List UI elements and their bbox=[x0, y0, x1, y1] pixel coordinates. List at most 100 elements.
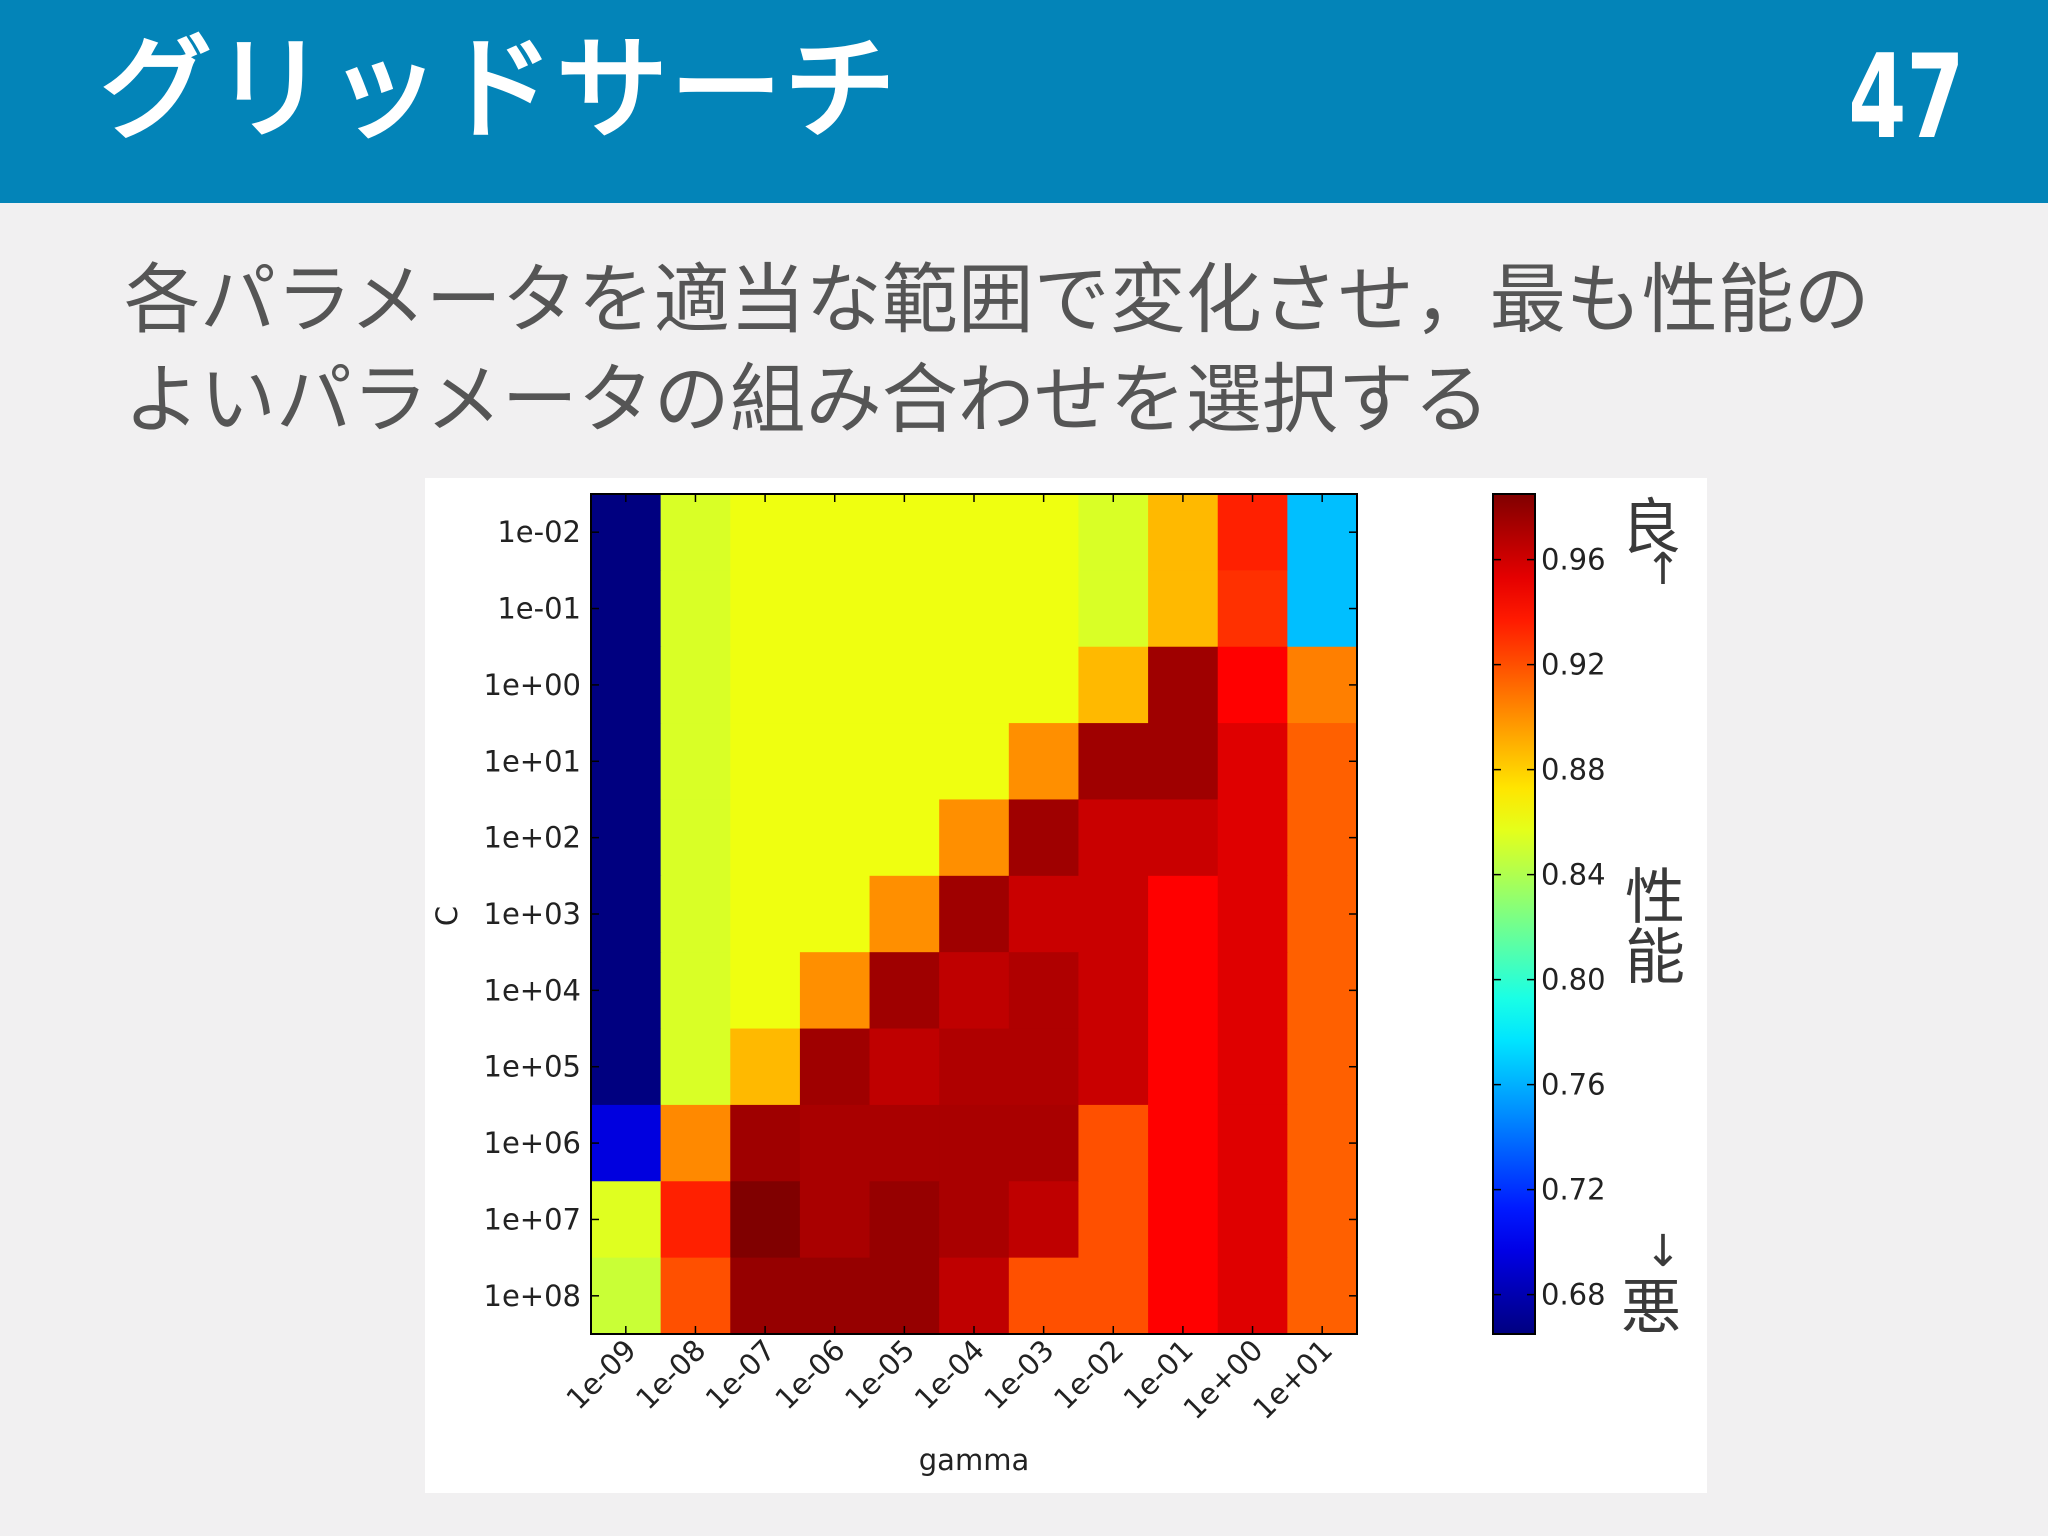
heatmap-cell bbox=[1148, 1104, 1219, 1182]
heatmap-cell bbox=[1008, 1257, 1080, 1335]
heatmap-cell bbox=[730, 1104, 801, 1182]
heatmap-cell bbox=[1287, 1181, 1358, 1259]
heatmap-cell bbox=[799, 1104, 871, 1182]
heatmap-cell bbox=[799, 570, 871, 648]
heatmap-cell bbox=[869, 646, 940, 724]
heatmap-cell bbox=[660, 1181, 731, 1259]
heatmap-cell bbox=[591, 799, 662, 877]
heatmap-cell bbox=[591, 1028, 662, 1106]
y-tick-label: 1e+08 bbox=[484, 1279, 582, 1313]
heatmap-cell bbox=[591, 646, 662, 724]
colorbar-tick-label: 0.96 bbox=[1541, 543, 1606, 577]
slide-body-text: 各パラメータを適当な範囲で変化させ，最も性能の よいパラメータの組み合わせを選択… bbox=[124, 250, 1984, 450]
heatmap-cell bbox=[869, 952, 940, 1030]
heatmap-cell bbox=[1217, 1181, 1288, 1259]
heatmap-cell bbox=[1217, 875, 1288, 953]
heatmap-cell bbox=[1287, 875, 1358, 953]
heatmap-cell bbox=[730, 799, 801, 877]
heatmap-cell bbox=[1008, 1028, 1080, 1106]
body-line-2: よいパラメータの組み合わせを選択する bbox=[124, 355, 1490, 444]
heatmap-cell bbox=[1287, 494, 1358, 571]
heatmap-cell bbox=[1078, 1257, 1149, 1335]
heatmap-cell bbox=[939, 570, 1010, 648]
heatmap-cell bbox=[799, 723, 871, 801]
heatmap-cell bbox=[730, 952, 801, 1030]
slide-title: グリッドサーチ bbox=[100, 25, 898, 155]
down-arrow-icon: ↓ bbox=[1645, 1226, 1682, 1277]
heatmap-cell bbox=[869, 570, 940, 648]
heatmap-cell bbox=[799, 1028, 871, 1106]
y-tick-label: 1e-02 bbox=[497, 515, 581, 549]
heatmap-cell bbox=[939, 646, 1010, 724]
heatmap-cell bbox=[939, 1257, 1010, 1335]
heatmap-cell bbox=[1287, 952, 1358, 1030]
heatmap-cell bbox=[730, 570, 801, 648]
heatmap-chart-panel: 1e-02 1e-01 1e+00 1e+01 1e+02 1e+03 1e+04 1e+05… bbox=[425, 478, 1707, 1493]
heatmap-cell bbox=[939, 1104, 1010, 1182]
heatmap-cell bbox=[1148, 646, 1219, 724]
x-tick-label: 1e-07 bbox=[699, 1333, 782, 1416]
heatmap-cell bbox=[869, 875, 940, 953]
heatmap-cell bbox=[939, 952, 1010, 1030]
heatmap-cell bbox=[591, 952, 662, 1030]
heatmap-cell bbox=[591, 1104, 662, 1182]
annotation-performance-2: 能 bbox=[1625, 923, 1685, 993]
y-tick-label: 1e+05 bbox=[484, 1050, 582, 1084]
heatmap-cell bbox=[939, 875, 1010, 953]
colorbar-tick-label: 0.80 bbox=[1541, 963, 1606, 997]
heatmap-cell bbox=[1287, 1257, 1358, 1335]
heatmap-cell bbox=[869, 1257, 940, 1335]
colorbar-tick-label: 0.88 bbox=[1541, 753, 1606, 787]
heatmap-cell bbox=[1148, 1257, 1219, 1335]
colorbar-tick-label: 0.68 bbox=[1541, 1278, 1606, 1312]
heatmap-cell bbox=[1008, 799, 1080, 877]
heatmap-cell bbox=[1217, 952, 1288, 1030]
x-tick-label: 1e+01 bbox=[1246, 1333, 1339, 1426]
y-tick-label: 1e+03 bbox=[484, 897, 582, 931]
heatmap-cell bbox=[591, 723, 662, 801]
colorbar-tick-label: 0.84 bbox=[1541, 858, 1606, 892]
heatmap-cell bbox=[1148, 799, 1219, 877]
heatmap-cell bbox=[591, 494, 662, 571]
heatmap-cell bbox=[730, 494, 801, 571]
heatmap-cell bbox=[1217, 570, 1288, 648]
heatmap-cell bbox=[939, 494, 1010, 571]
x-tick-label: 1e-08 bbox=[629, 1333, 712, 1416]
x-tick-label: 1e-05 bbox=[838, 1333, 921, 1416]
heatmap-cell bbox=[939, 1028, 1010, 1106]
heatmap-cell bbox=[730, 875, 801, 953]
heatmap-cell bbox=[1148, 570, 1219, 648]
heatmap-cell bbox=[1287, 570, 1358, 648]
heatmap-cell bbox=[591, 570, 662, 648]
heatmap-cell bbox=[1078, 723, 1149, 801]
y-tick-label: 1e+01 bbox=[484, 744, 582, 778]
heatmap-cell bbox=[799, 494, 871, 571]
heatmap-cell bbox=[1078, 952, 1149, 1030]
heatmap-cell bbox=[799, 646, 871, 724]
colorbar-tick-label: 0.92 bbox=[1541, 648, 1606, 682]
y-tick-label: 1e+04 bbox=[484, 973, 582, 1007]
heatmap-cell bbox=[1148, 494, 1219, 571]
heatmap-cell bbox=[591, 875, 662, 953]
heatmap-cell bbox=[730, 1181, 801, 1259]
heatmap-cell bbox=[1217, 799, 1288, 877]
heatmap-cell bbox=[1148, 1028, 1219, 1106]
annotation-performance-1: 性 bbox=[1625, 863, 1685, 933]
page-number: 47 bbox=[1847, 30, 1964, 165]
heatmap-cell bbox=[1287, 1104, 1358, 1182]
heatmap-cell bbox=[939, 723, 1010, 801]
heatmap-cell bbox=[1217, 646, 1288, 724]
heatmap-cell bbox=[799, 1181, 871, 1259]
heatmap-cell bbox=[1078, 875, 1149, 953]
heatmap-cell bbox=[591, 1181, 662, 1259]
heatmap-cell bbox=[1008, 1104, 1080, 1182]
heatmap-chart: 1e-02 1e-01 1e+00 1e+01 1e+02 1e+03 1e+04 1e+05… bbox=[430, 493, 1685, 1477]
heatmap-cell bbox=[730, 723, 801, 801]
heatmap-cell bbox=[730, 1028, 801, 1106]
heatmap-cell bbox=[660, 1104, 731, 1182]
heatmap-cell bbox=[939, 799, 1010, 877]
heatmap-cell bbox=[660, 952, 731, 1030]
heatmap-cell bbox=[1217, 723, 1288, 801]
heatmap-cell bbox=[660, 723, 731, 801]
up-arrow-icon: ↑ bbox=[1645, 544, 1682, 595]
